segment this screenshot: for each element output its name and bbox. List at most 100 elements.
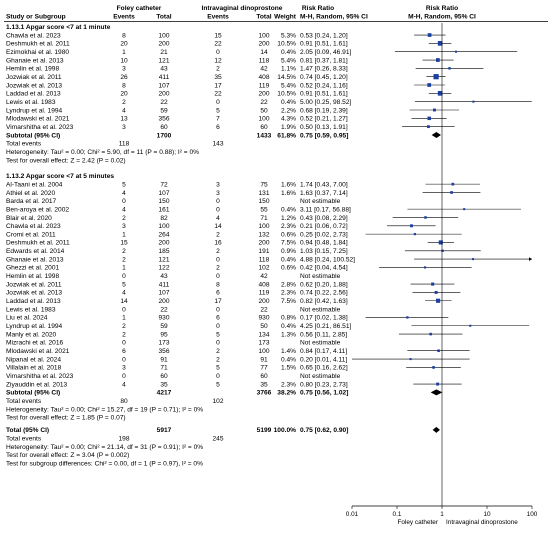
weight-value: 1.2%: [281, 215, 296, 222]
study-name: Ghanaie et al. 2013: [6, 57, 64, 64]
subtotal-weight: 38.2%: [277, 390, 296, 397]
total2-value: 408: [258, 281, 269, 288]
ci-text: 0.53 [0.24, 1.20]: [300, 32, 348, 39]
subgroup-differences-test: Test for subgroup differences: Chi² = 0.…: [6, 460, 203, 467]
events2-value: 6: [216, 124, 220, 131]
total2-value: 60: [260, 373, 268, 380]
study-column-header: Study or Subgroup: [6, 14, 66, 21]
events2-value: 17: [214, 298, 222, 305]
total2-value: 42: [260, 66, 268, 73]
total-events1: 118: [119, 141, 130, 148]
total-events2: 143: [212, 141, 223, 148]
total1-value: 121: [158, 57, 169, 64]
x-tick-label: 1: [440, 511, 444, 518]
total2-value: 71: [260, 215, 268, 222]
study-name: Jozwiak et al. 2011: [6, 281, 62, 288]
study-name: Lewis et al. 1983: [6, 306, 56, 313]
events1-value: 20: [120, 41, 128, 48]
total2-value: 75: [260, 181, 268, 188]
ci-text: Not estimable: [300, 340, 341, 347]
subtotal-diamond: [430, 389, 443, 396]
events2-value: 2: [216, 348, 220, 355]
ci-text: 0.91 [0.51, 1.61]: [300, 91, 348, 98]
ci-text: 4.88 [0.24, 100.52]: [300, 256, 355, 263]
events1-value: 0: [122, 373, 126, 380]
total2-value: 408: [258, 74, 269, 81]
effect-marker: [413, 233, 416, 236]
study-name: Liu et al. 2024: [6, 315, 48, 322]
total2-value: 77: [260, 365, 268, 372]
study-name: Villalain et al. 2018: [6, 365, 62, 372]
events2-value: 3: [216, 190, 220, 197]
events1-value: 14: [120, 298, 128, 305]
weight-value: 0.6%: [281, 231, 296, 238]
ci-text: 0.80 [0.23, 2.73]: [300, 381, 348, 388]
events1-value: 1: [122, 49, 126, 56]
total1-value: 200: [158, 41, 169, 48]
weight-value: 0.4%: [281, 49, 296, 56]
total1-value: 411: [159, 281, 170, 288]
ci-text: Not estimable: [300, 306, 341, 313]
weight-value: 5.4%: [281, 57, 296, 64]
events1-value: 1: [122, 265, 126, 272]
total2-value: 100: [258, 348, 269, 355]
weight-value: 2.3%: [281, 381, 296, 388]
weight-value: 5.4%: [281, 82, 296, 89]
total2-value: 173: [258, 340, 269, 347]
events1-value: 1: [122, 231, 126, 238]
overall-heterogeneity-text: Heterogeneity: Tau² = 0.00; Chi² = 21.14…: [6, 444, 203, 451]
total1-value: 200: [158, 298, 169, 305]
total2-value: 200: [258, 240, 269, 247]
events1-value: 2: [122, 256, 126, 263]
events2-value: 0: [216, 256, 220, 263]
total1-value: 185: [158, 248, 169, 255]
events1-value: 10: [120, 57, 128, 64]
total2-value: 100: [258, 32, 269, 39]
total1-value: 22: [160, 99, 168, 106]
events1-column-header: Events: [113, 14, 135, 21]
effect-marker: [432, 366, 435, 369]
weight-value: 0.4%: [281, 356, 296, 363]
subtotal-label: Subtotal (95% CI): [6, 132, 60, 139]
events1-value: 6: [122, 348, 126, 355]
ci-text: Not estimable: [300, 373, 341, 380]
events2-value: 0: [216, 323, 220, 330]
study-name: Hemlin et al. 1998: [6, 66, 59, 73]
events2-column-header: Events: [207, 14, 229, 21]
weight-value: 7.5%: [281, 240, 296, 247]
events2-value: 6: [216, 315, 220, 322]
effect-marker: [427, 125, 430, 129]
effect-marker: [463, 208, 466, 211]
events2-value: 8: [216, 281, 220, 288]
study-name: Lyndrup et al. 1994: [6, 323, 63, 330]
ci-text: 0.94 [0.48, 1.84]: [300, 240, 348, 247]
events2-value: 0: [216, 306, 220, 313]
study-name: Edwards et al. 2014: [6, 248, 65, 255]
ci-text: 0.56 [0.11, 2.85]: [300, 331, 347, 338]
ci-text: 0.74 [0.22, 2.56]: [300, 290, 348, 297]
events2-value: 3: [216, 181, 220, 188]
total-events2: 102: [212, 398, 223, 405]
events2-value: 12: [214, 57, 222, 64]
total1-value: 356: [158, 116, 169, 123]
effect-marker: [437, 91, 443, 96]
total1-value: 161: [158, 206, 169, 213]
ci-text: 0.52 [0.21, 1.27]: [300, 116, 348, 123]
total1-value: 107: [158, 290, 169, 297]
study-name: Deshmukh et al. 2011: [6, 240, 70, 247]
study-name: Ben-aroya et al. 2002: [6, 206, 69, 213]
rr-method-header: M-H, Random, 95% CI: [300, 14, 368, 21]
events1-value: 26: [120, 74, 128, 81]
events1-value: 4: [122, 107, 126, 114]
events2-value: 22: [214, 41, 222, 48]
events2-value: 2: [216, 66, 220, 73]
effect-marker: [450, 191, 453, 194]
ci-text: 0.21 [0.06, 0.72]: [300, 223, 348, 230]
weight-column-header: Weight: [274, 14, 297, 21]
effect-marker: [437, 41, 443, 46]
events1-value: 3: [122, 66, 126, 73]
ci-arrow: [529, 257, 532, 261]
study-name: Mlodawski et al. 2021: [6, 348, 70, 355]
total1-value: 72: [160, 181, 168, 188]
